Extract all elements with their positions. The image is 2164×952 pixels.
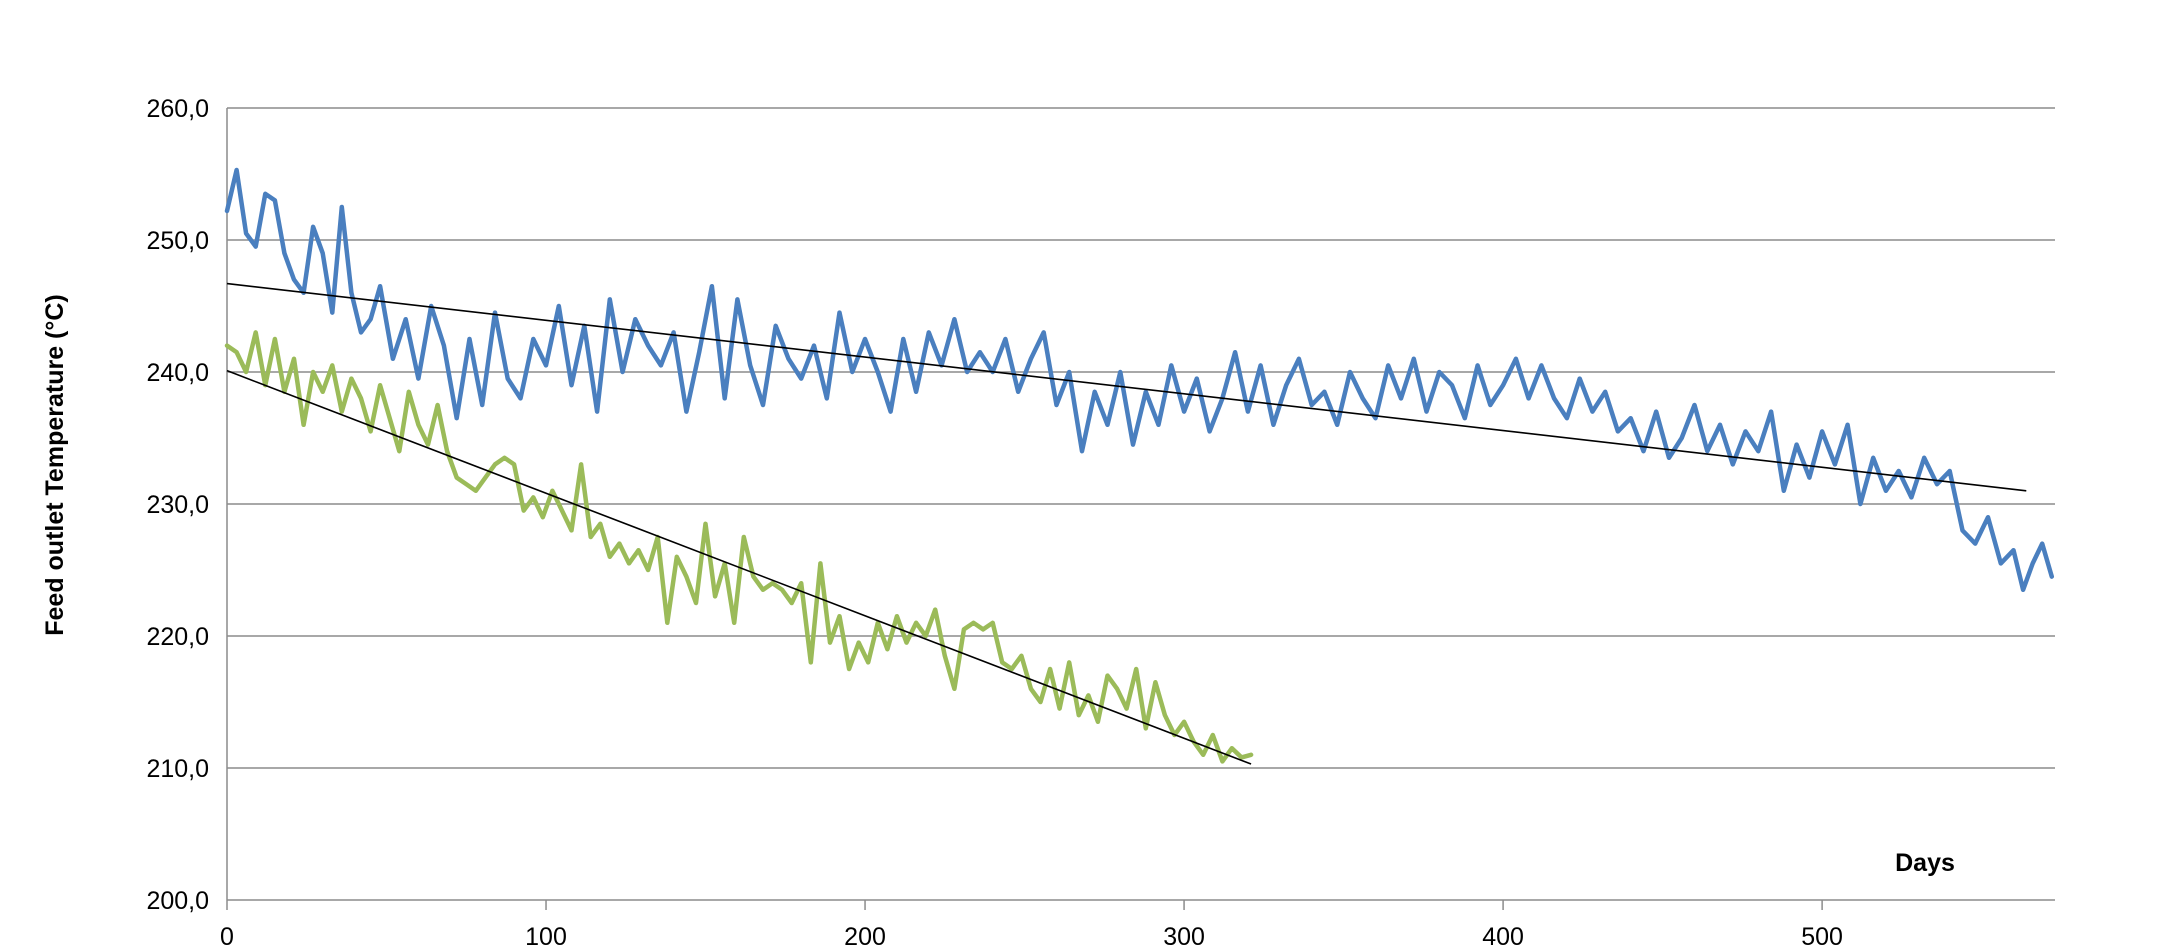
- x-axis-title: Days: [1895, 849, 1955, 877]
- gridlines: [227, 107, 2055, 769]
- y-axis-title: Feed outlet Temperature (°C): [41, 294, 69, 636]
- x-tick-label: 500: [1801, 923, 1843, 951]
- x-tick-label: 300: [1163, 923, 1205, 951]
- y-tick-label: 240,0: [146, 359, 209, 387]
- axes: [226, 108, 2055, 910]
- y-tick-label: 250,0: [146, 227, 209, 255]
- y-tick-label: 230,0: [146, 491, 209, 519]
- y-tick-label: 260,0: [146, 95, 209, 123]
- x-tick-label: 200: [844, 923, 886, 951]
- trendline-1: [226, 282, 2027, 492]
- series-line-2: [224, 330, 1254, 764]
- x-tick-label: 400: [1482, 923, 1524, 951]
- x-tick-label: 100: [525, 923, 567, 951]
- y-tick-label: 200,0: [146, 887, 209, 915]
- x-tick-labels: 0 100 200 300 400 500: [220, 923, 1843, 951]
- y-tick-labels: 200,0 210,0 220,0 230,0 240,0 250,0 260,0: [146, 95, 209, 915]
- trendline-2: [226, 369, 1252, 765]
- series-line-1: [224, 167, 2055, 593]
- y-tick-label: 210,0: [146, 755, 209, 783]
- trendline-layer: [226, 282, 2027, 765]
- x-tick-label: 0: [220, 923, 234, 951]
- series-layer: [224, 167, 2055, 764]
- y-tick-label: 220,0: [146, 623, 209, 651]
